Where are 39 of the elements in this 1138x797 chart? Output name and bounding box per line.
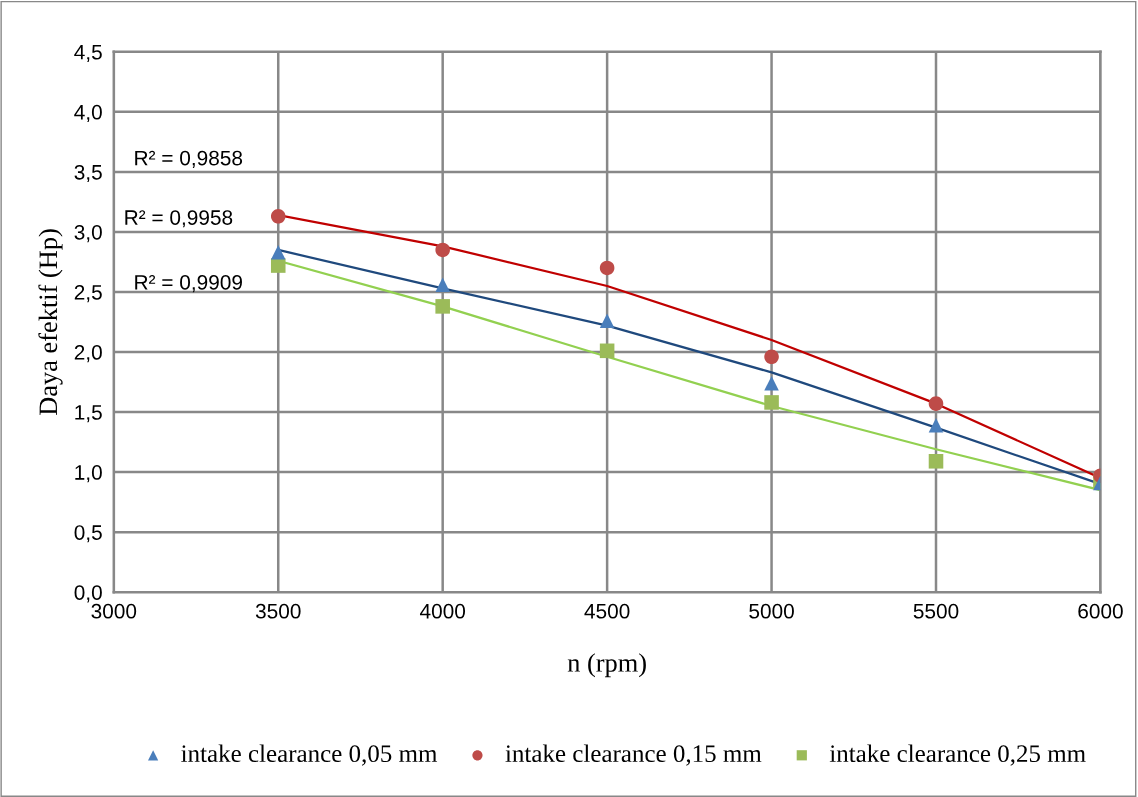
y-tick-label: 0,0 <box>74 585 102 603</box>
legend-label: intake clearance 0,05 mm <box>181 744 438 766</box>
legend-label: intake clearance 0,25 mm <box>829 744 1086 766</box>
y-tick-label: 4,5 <box>74 45 102 63</box>
y-tick-label: 3,5 <box>74 164 102 183</box>
point <box>599 260 615 276</box>
annotation: R² = 0,9909 <box>135 275 242 293</box>
x-tick-label: 3000 <box>91 603 137 619</box>
point <box>764 395 779 410</box>
x-tick-label: 5000 <box>749 603 794 619</box>
y-tick-label: 3,0 <box>74 224 102 243</box>
point <box>270 245 286 260</box>
point <box>270 209 286 224</box>
annotation: R² = 0,9858 <box>135 150 243 168</box>
point <box>928 417 944 433</box>
annotation: R² = 0,9958 <box>125 210 233 228</box>
y-tick-label: 1,0 <box>75 465 102 483</box>
x-tick-label: 4500 <box>584 603 630 619</box>
point <box>928 396 944 411</box>
x-tick-label: 5500 <box>913 603 959 619</box>
point <box>764 375 779 391</box>
point <box>435 277 450 293</box>
legend-label: intake clearance 0,15 mm <box>505 744 762 766</box>
point <box>435 299 450 314</box>
x-tick-label: 4000 <box>419 603 466 619</box>
point <box>435 242 450 258</box>
point <box>599 313 615 329</box>
point <box>928 454 944 469</box>
point <box>764 349 779 365</box>
y-tick-label: 4,0 <box>74 104 102 123</box>
y-tick-label: 2,0 <box>74 345 102 363</box>
x-axis-title: n (rpm) <box>567 653 646 678</box>
y-tick-label: 1,5 <box>75 405 102 423</box>
y-tick-label: 2,5 <box>74 284 102 303</box>
point <box>599 343 615 359</box>
x-tick-label: 3500 <box>255 603 301 619</box>
y-tick-label: 0,5 <box>74 525 102 543</box>
y-axis-title: Daya efektif (Hp) <box>38 229 63 416</box>
x-tick-label: 6000 <box>1078 603 1123 619</box>
